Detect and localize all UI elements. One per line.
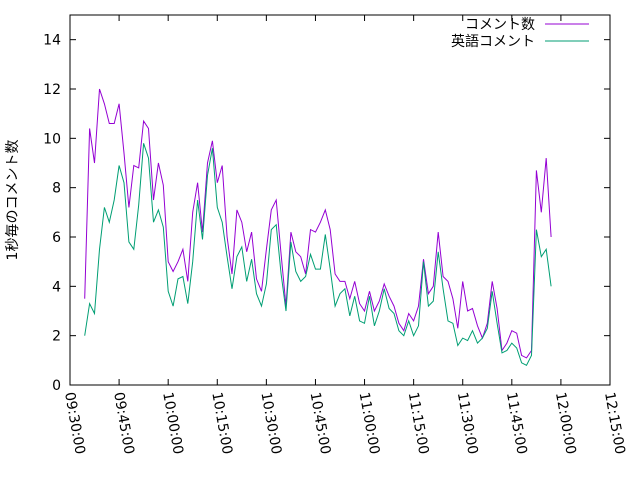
y-tick-label: 8 — [52, 181, 61, 197]
x-tick-label: 11:30:00 — [454, 391, 481, 456]
x-tick-label: 10:15:00 — [208, 391, 235, 456]
x-tick-label: 11:00:00 — [356, 391, 383, 456]
y-tick-label: 14 — [43, 33, 61, 49]
x-tick-label: 10:00:00 — [159, 391, 186, 456]
plot-frame — [69, 14, 611, 386]
y-tick-label: 4 — [52, 279, 61, 295]
x-tick-label: 10:45:00 — [307, 391, 334, 456]
x-axis-ticks: 09:30:00 09:45:00 10:00:00 10:15:00 10:30:00… — [61, 15, 628, 456]
x-tick-label: 12:15:00 — [601, 391, 628, 456]
series-layer — [84, 88, 552, 366]
x-tick-label: 09:45:00 — [110, 391, 137, 456]
y-axis-label: 1秒毎のコメント数 — [5, 140, 21, 261]
legend-label: 英語コメント — [451, 33, 535, 50]
series-line-1 — [84, 88, 552, 359]
x-tick-label: 12:00:00 — [552, 391, 579, 456]
y-tick-label: 6 — [52, 230, 61, 246]
legend-label: コメント数 — [465, 17, 535, 33]
x-tick-label: 11:45:00 — [503, 391, 530, 456]
y-tick-label: 12 — [43, 82, 61, 98]
x-tick-label: 09:30:00 — [61, 391, 88, 456]
series-line-2 — [84, 143, 552, 366]
x-tick-label: 10:30:00 — [257, 391, 284, 456]
y-tick-label: 2 — [52, 329, 61, 345]
y-axis-ticks: 0 2 4 6 8 10 12 14 — [43, 33, 610, 394]
y-tick-label: 10 — [43, 131, 61, 147]
x-tick-label: 11:15:00 — [405, 391, 432, 456]
y-tick-label: 0 — [52, 378, 61, 394]
